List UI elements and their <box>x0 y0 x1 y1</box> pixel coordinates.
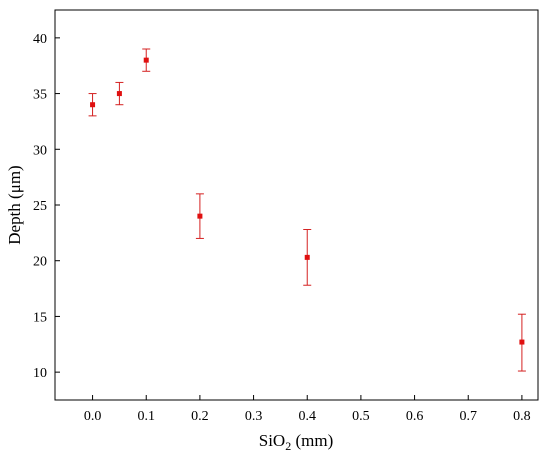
data-point-marker <box>197 213 203 219</box>
x-axis: 0.0 0.1 0.2 0.3 0.4 0.5 0.6 0.7 0.8 <box>84 395 531 424</box>
x-tick-label: 0.1 <box>137 409 155 424</box>
error-bar-point <box>517 313 526 372</box>
x-tick-label: 0.5 <box>352 409 370 424</box>
x-axis-title: SiO2 (mm) <box>259 431 334 453</box>
x-axis-title-main: SiO <box>259 431 285 450</box>
error-bar-point <box>88 93 97 117</box>
x-tick-label: 0.8 <box>513 409 531 424</box>
data-point-marker <box>116 91 122 97</box>
data-point-marker <box>143 57 149 63</box>
x-tick-label: 0.2 <box>191 409 209 424</box>
y-axis: 10 15 20 25 30 35 40 <box>33 32 60 381</box>
error-bar-point <box>142 48 151 72</box>
y-tick-label: 15 <box>33 310 47 325</box>
error-bar-point <box>303 229 312 286</box>
x-tick-label: 0.3 <box>245 409 263 424</box>
data-point-marker <box>519 339 525 345</box>
y-tick-label: 35 <box>33 88 47 103</box>
data-point-marker <box>304 254 310 260</box>
data-points <box>88 48 526 372</box>
y-tick-label: 20 <box>33 255 47 270</box>
y-axis-title: Depth (μm) <box>5 165 24 244</box>
y-tick-label: 40 <box>33 32 47 47</box>
y-tick-label: 10 <box>33 366 47 381</box>
x-tick-label: 0.4 <box>298 409 316 424</box>
plot-area-border <box>54 9 539 401</box>
error-bar-point <box>115 81 124 106</box>
x-tick-label: 0.6 <box>406 409 424 424</box>
data-point-marker <box>90 102 96 108</box>
y-tick-label: 25 <box>33 199 47 214</box>
plot-frame <box>54 9 539 401</box>
x-axis-title-unit: (mm) <box>291 431 333 450</box>
error-bar-point <box>195 193 204 239</box>
y-tick-label: 30 <box>33 143 47 158</box>
x-tick-label: 0.0 <box>84 409 102 424</box>
x-tick-label: 0.7 <box>459 409 477 424</box>
x-axis-title-subscript: 2 <box>285 439 291 453</box>
